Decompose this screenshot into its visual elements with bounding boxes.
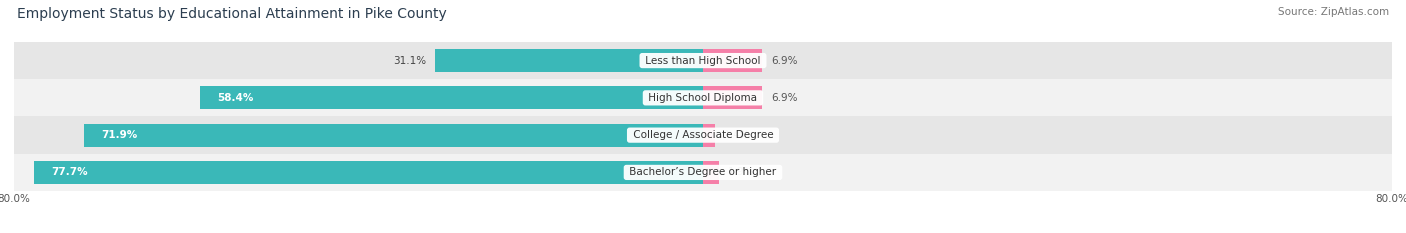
Text: 71.9%: 71.9% <box>101 130 138 140</box>
Text: Source: ZipAtlas.com: Source: ZipAtlas.com <box>1278 7 1389 17</box>
Text: 1.9%: 1.9% <box>728 168 755 177</box>
Text: 31.1%: 31.1% <box>394 56 426 65</box>
Text: Employment Status by Educational Attainment in Pike County: Employment Status by Educational Attainm… <box>17 7 447 21</box>
Bar <box>703 49 762 72</box>
Bar <box>703 161 720 184</box>
Bar <box>14 42 1392 79</box>
Bar <box>34 161 703 184</box>
Bar <box>14 79 1392 116</box>
Text: 77.7%: 77.7% <box>51 168 87 177</box>
Text: 1.4%: 1.4% <box>724 130 751 140</box>
Bar <box>84 123 703 147</box>
Text: High School Diploma: High School Diploma <box>645 93 761 103</box>
Text: 6.9%: 6.9% <box>770 56 797 65</box>
Text: College / Associate Degree: College / Associate Degree <box>630 130 776 140</box>
Text: Less than High School: Less than High School <box>643 56 763 65</box>
Text: Bachelor’s Degree or higher: Bachelor’s Degree or higher <box>626 168 780 177</box>
Bar <box>14 116 1392 154</box>
Text: 58.4%: 58.4% <box>218 93 253 103</box>
Bar <box>14 154 1392 191</box>
Bar <box>200 86 703 110</box>
Text: 6.9%: 6.9% <box>770 93 797 103</box>
Bar <box>436 49 703 72</box>
Bar <box>703 86 762 110</box>
Bar <box>703 123 716 147</box>
